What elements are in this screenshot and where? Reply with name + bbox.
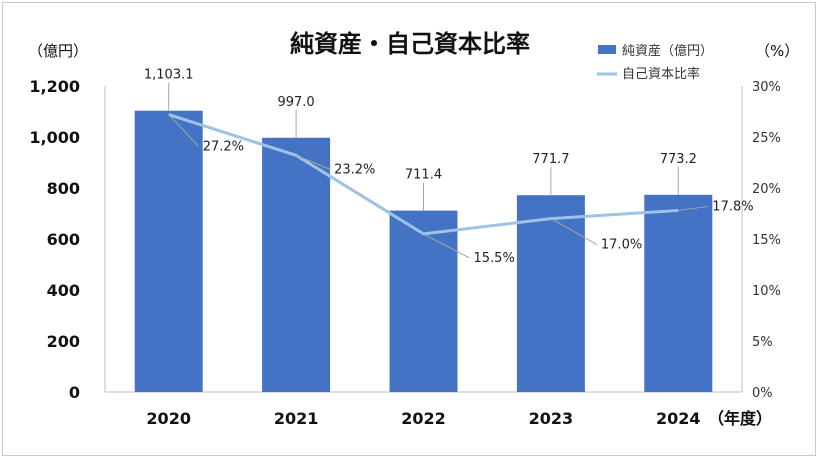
bar-value-label: 771.7 [532, 152, 569, 167]
bar [134, 110, 203, 392]
line-label-leader [168, 114, 200, 147]
bar [389, 210, 458, 392]
line-label-leader [678, 205, 709, 211]
y2-tick-label: 30% [752, 80, 781, 95]
line-label-leader [550, 218, 598, 246]
x-tick-label: 2023 [529, 409, 574, 428]
y-tick-label: 1,200 [29, 77, 80, 96]
bar-value-label: 711.4 [405, 168, 442, 183]
y2-tick-label: 20% [752, 182, 781, 197]
bar [644, 194, 713, 392]
y-tick-label: 1,000 [29, 128, 80, 147]
y-tick-label: 200 [47, 332, 80, 351]
y2-tick-label: 0% [752, 386, 773, 401]
legend-swatch-bar [598, 45, 616, 54]
x-tick-label: 2020 [146, 409, 191, 428]
legend-label-line: 自己資本比率 [622, 66, 700, 82]
plot-area: 0 200 400 600 800 1,000 1,200 0% 5% 10% 15% 20% 25% 3… [29, 68, 781, 428]
y2-tick-label: 25% [752, 131, 781, 146]
line-label-leader [295, 154, 331, 170]
y-tick-label: 400 [47, 281, 80, 300]
chart-title: 純資産・自己資本比率 [290, 30, 530, 58]
y2-tick-label: 15% [752, 233, 781, 248]
y-tick-label: 0 [69, 383, 80, 402]
y-axis-unit: （億円） [28, 42, 88, 60]
line-label-leader [423, 233, 470, 259]
bar-value-label: 1,103.1 [144, 68, 194, 83]
y2-tick-label: 5% [752, 335, 773, 350]
y-tick-label: 800 [47, 179, 80, 198]
y2-tick-label: 10% [752, 284, 781, 299]
bar [516, 195, 585, 392]
line-value-label: 17.8% [712, 199, 753, 214]
x-axis-unit: （年度） [708, 409, 772, 428]
y-tick-label: 600 [47, 230, 80, 249]
legend: 純資産（億円） 自己資本比率 [597, 43, 713, 82]
x-tick-label: 2024 [656, 409, 701, 428]
bar-value-label: 773.2 [660, 152, 697, 167]
legend-label-bar: 純資産（億円） [622, 43, 713, 59]
x-tick-label: 2021 [274, 409, 319, 428]
line-value-label: 17.0% [601, 238, 642, 253]
y2-axis-unit: （%） [755, 42, 799, 60]
bar [262, 137, 331, 392]
line-value-label: 23.2% [334, 162, 375, 177]
line-value-label: 27.2% [203, 140, 244, 155]
line-value-label: 15.5% [474, 251, 515, 266]
bar-value-label: 997.0 [277, 95, 314, 110]
x-tick-label: 2022 [401, 409, 446, 428]
